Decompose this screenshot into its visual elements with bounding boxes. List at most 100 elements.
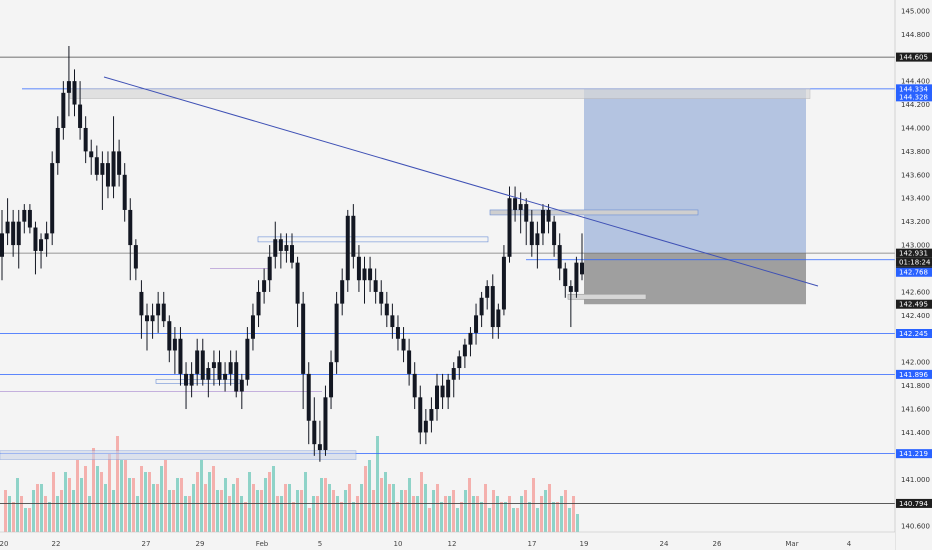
candle-body[interactable] <box>44 233 49 240</box>
candle-body[interactable] <box>273 239 278 257</box>
candle-body[interactable] <box>535 233 540 246</box>
candle-body[interactable] <box>446 379 451 398</box>
candle-body[interactable] <box>423 420 428 433</box>
candle-body[interactable] <box>295 262 300 304</box>
candle-body[interactable] <box>407 350 412 374</box>
candle-body[interactable] <box>195 350 200 374</box>
candle-body[interactable] <box>468 332 473 345</box>
candle-body[interactable] <box>89 151 94 158</box>
zone-box[interactable] <box>567 293 647 300</box>
candle-body[interactable] <box>557 245 562 269</box>
candle-body[interactable] <box>178 338 183 374</box>
candle-body[interactable] <box>228 362 233 374</box>
candle-body[interactable] <box>345 215 350 281</box>
candle-body[interactable] <box>133 245 138 269</box>
candle-body[interactable] <box>412 373 417 398</box>
candle-body[interactable] <box>245 338 250 380</box>
candle-body[interactable] <box>128 209 133 246</box>
candle-body[interactable] <box>351 215 356 257</box>
candle-body[interactable] <box>323 397 328 451</box>
zone-box[interactable] <box>0 450 357 460</box>
candle-body[interactable] <box>5 221 10 234</box>
candle-body[interactable] <box>22 209 27 222</box>
candle-body[interactable] <box>457 356 462 369</box>
price-tag[interactable] <box>896 257 932 267</box>
candle-body[interactable] <box>379 291 384 304</box>
candle-body[interactable] <box>262 280 267 292</box>
candle-body[interactable] <box>156 303 161 316</box>
candle-body[interactable] <box>27 209 32 228</box>
candle-body[interactable] <box>122 174 127 210</box>
resistance-zone[interactable] <box>69 88 811 99</box>
candle-body[interactable] <box>267 256 272 281</box>
price-tag[interactable] <box>896 449 932 459</box>
candle-body[interactable] <box>239 379 244 392</box>
candle-body[interactable] <box>100 163 105 175</box>
candle-body[interactable] <box>234 362 239 392</box>
candle-body[interactable] <box>206 368 211 380</box>
candle-body[interactable] <box>145 315 149 322</box>
candle-body[interactable] <box>356 256 361 281</box>
candle-body[interactable] <box>301 303 306 374</box>
candle-body[interactable] <box>395 327 400 339</box>
candle-body[interactable] <box>189 373 194 386</box>
candle-body[interactable] <box>184 373 189 386</box>
price-tag[interactable] <box>896 248 932 258</box>
candle-body[interactable] <box>250 315 255 339</box>
candle-body[interactable] <box>485 286 490 298</box>
candle-body[interactable] <box>580 262 584 275</box>
candle-body[interactable] <box>507 198 512 257</box>
candle-body[interactable] <box>66 81 71 93</box>
candle-body[interactable] <box>418 397 423 433</box>
candle-body[interactable] <box>490 286 495 328</box>
candle-body[interactable] <box>513 198 518 210</box>
candle-body[interactable] <box>435 385 439 410</box>
candle-body[interactable] <box>552 221 557 246</box>
candle-body[interactable] <box>61 92 66 128</box>
candle-body[interactable] <box>529 221 534 246</box>
candle-body[interactable] <box>312 420 317 445</box>
candle-body[interactable] <box>546 209 551 222</box>
price-tag[interactable] <box>896 267 932 277</box>
candle-body[interactable] <box>33 227 38 251</box>
price-tag[interactable] <box>896 84 932 94</box>
candle-body[interactable] <box>117 151 122 175</box>
price-tag[interactable] <box>896 369 932 379</box>
zone-box[interactable] <box>257 236 489 243</box>
candle-body[interactable] <box>317 444 322 451</box>
candle-body[interactable] <box>401 338 406 351</box>
candle-body[interactable] <box>167 321 172 351</box>
candle-body[interactable] <box>200 350 205 380</box>
candle-body[interactable] <box>139 291 144 316</box>
trendline[interactable] <box>103 76 819 287</box>
candle-body[interactable] <box>334 303 339 363</box>
candle-body[interactable] <box>568 286 573 292</box>
candle-body[interactable] <box>284 245 289 251</box>
candle-body[interactable] <box>329 362 334 398</box>
candle-body[interactable] <box>574 262 579 292</box>
candle-body[interactable] <box>501 256 506 310</box>
candle-body[interactable] <box>161 303 166 322</box>
candle-body[interactable] <box>72 81 77 105</box>
candle-body[interactable] <box>451 368 456 380</box>
price-tag[interactable] <box>896 299 932 309</box>
candle-body[interactable] <box>217 362 222 380</box>
price-tag[interactable] <box>896 328 932 338</box>
candle-body[interactable] <box>563 268 568 287</box>
price-tag[interactable] <box>896 52 932 62</box>
candle-body[interactable] <box>172 338 177 351</box>
candle-body[interactable] <box>278 239 283 251</box>
candle-body[interactable] <box>150 315 155 322</box>
candle-body[interactable] <box>290 245 294 263</box>
zone-box[interactable] <box>489 209 699 216</box>
candle-body[interactable] <box>540 209 545 234</box>
candle-body[interactable] <box>105 163 110 187</box>
candle-body[interactable] <box>83 127 88 152</box>
candle-body[interactable] <box>78 104 83 128</box>
candle-body[interactable] <box>50 163 55 234</box>
candle-body[interactable] <box>11 221 16 246</box>
candle-body[interactable] <box>256 291 261 316</box>
candle-body[interactable] <box>368 268 373 281</box>
